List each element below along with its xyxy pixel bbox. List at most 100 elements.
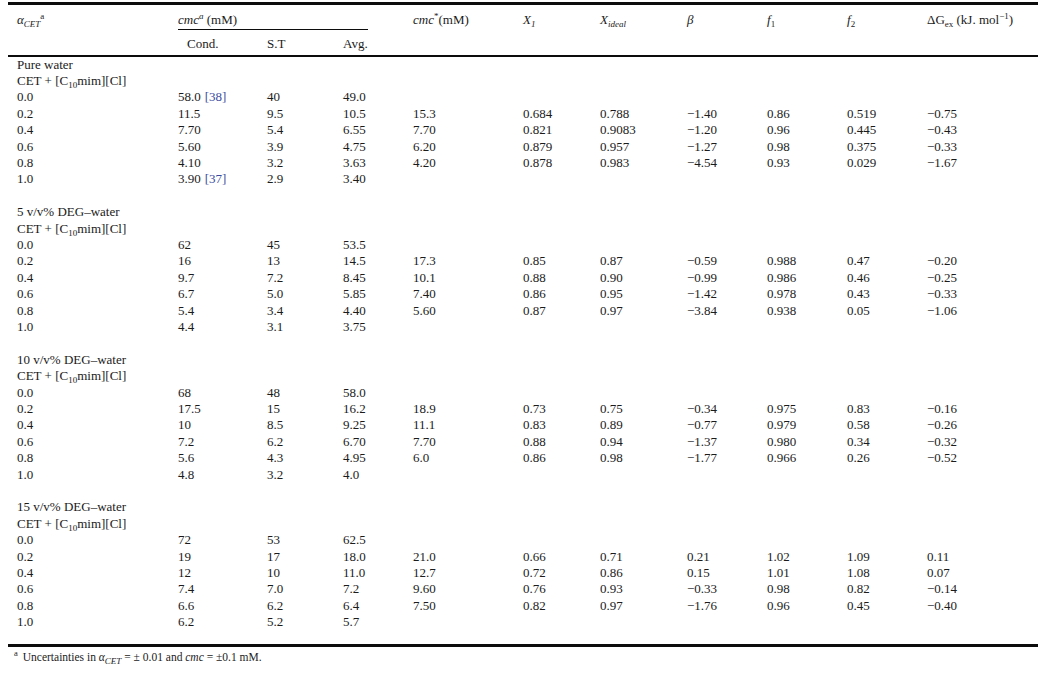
section-system-label: CET + [C10mim][Cl]: [8, 73, 1038, 89]
cell: −0.26: [927, 417, 1038, 433]
cell: 0.66: [523, 549, 600, 565]
cell: −0.77: [687, 417, 767, 433]
cell: [523, 532, 600, 548]
cell: 0.375: [847, 139, 927, 155]
cell-value: 0.4: [17, 417, 33, 432]
cell: 53.5: [343, 237, 413, 253]
cell: 0.15: [687, 565, 767, 581]
cell-value: 0.05: [847, 303, 870, 318]
cell-value: −1.67: [927, 155, 957, 170]
cell: 13: [267, 253, 343, 269]
cell: 6.4: [343, 598, 413, 614]
cell: [600, 237, 687, 253]
cell-value: −0.40: [927, 598, 957, 613]
cell: −0.32: [927, 434, 1038, 450]
cell: −0.99: [687, 270, 767, 286]
cell: 11.0: [343, 565, 413, 581]
cell-value: 0.97: [600, 303, 623, 318]
cell: [523, 467, 600, 483]
citation-link[interactable]: [37]: [205, 171, 227, 186]
cell-value: 1.02: [767, 549, 790, 564]
cell: 7.70: [413, 434, 523, 450]
cell-value: 0.8: [17, 450, 33, 465]
cell-value: 0.73: [523, 401, 546, 416]
section-solvent-label: 5 v/v% DEG–water: [8, 204, 1038, 220]
cell-value: −1.27: [687, 139, 717, 154]
cell: 10.5: [343, 106, 413, 122]
cell-value: 0.2: [17, 401, 33, 416]
cell: 3.4: [267, 303, 343, 319]
citation-link[interactable]: [38]: [205, 89, 227, 104]
cell: 1.0: [8, 171, 178, 187]
cell-value: 0.58: [847, 417, 870, 432]
table-row: 0.2161314.517.30.850.87−0.590.9880.47−0.…: [8, 253, 1038, 269]
col-header-beta: β: [687, 4, 767, 56]
cell: [687, 319, 767, 335]
cell-value: 6.0: [413, 450, 429, 465]
cell-value: 6.6: [178, 598, 194, 613]
cell-value: 58.0: [178, 89, 201, 104]
cell: [413, 467, 523, 483]
cell-value: 11.1: [413, 417, 435, 432]
cell-value: 0.89: [600, 417, 623, 432]
cell-value: 0.4: [17, 565, 33, 580]
section-gap-row: [8, 483, 1038, 499]
cell: 5.85: [343, 286, 413, 302]
cell: [927, 385, 1038, 401]
cell: 0.05: [847, 303, 927, 319]
cell-value: 1.09: [847, 549, 870, 564]
cell: 9.5: [267, 106, 343, 122]
cell: 4.20: [413, 155, 523, 171]
cell-value: 0.029: [847, 155, 876, 170]
cell: [767, 237, 847, 253]
cell: [927, 532, 1038, 548]
cell: 0.45: [847, 598, 927, 614]
cell: 6.0: [413, 450, 523, 466]
section-title-row: 10 v/v% DEG–water: [8, 352, 1038, 368]
cell: 0.43: [847, 286, 927, 302]
cell-value: −0.20: [927, 253, 957, 268]
cell: 0.86: [523, 286, 600, 302]
cell-value: 0.879: [523, 139, 552, 154]
cell-value: 8.5: [267, 417, 283, 432]
cell: 0.58: [847, 417, 927, 433]
cell: −3.84: [687, 303, 767, 319]
cell: 0.88: [523, 434, 600, 450]
cell-value: −0.99: [687, 270, 717, 285]
cell: 0.90: [600, 270, 687, 286]
cell-value: 0.0: [17, 237, 33, 252]
cell: [687, 532, 767, 548]
cell: [600, 467, 687, 483]
cell-value: 0.983: [600, 155, 629, 170]
cell-value: 3.4: [267, 303, 283, 318]
cell: 5.60: [413, 303, 523, 319]
col-header-cmc-star: cmc*(mM): [413, 4, 523, 56]
cell: 0.93: [600, 581, 687, 597]
table-footnote: aUncertainties in αCET = ± 0.01 and cmc …: [8, 651, 1047, 663]
cell: 0.89: [600, 417, 687, 433]
table-row: 0.058.0[38]4049.0: [8, 89, 1038, 105]
cell: 3.90[37]: [178, 171, 267, 187]
cell: [600, 89, 687, 105]
cell-value: −0.77: [687, 417, 717, 432]
cell-value: −0.16: [927, 401, 957, 416]
cell: 0.07: [927, 565, 1038, 581]
cell-value: 19: [178, 549, 191, 564]
section-system-row: CET + [C10mim][Cl]: [8, 516, 1038, 532]
cell-value: −0.43: [927, 122, 957, 137]
cell: 0.938: [767, 303, 847, 319]
cell: −0.43: [927, 122, 1038, 138]
cell-value: 21.0: [413, 549, 436, 564]
cell-value: 49.0: [343, 89, 366, 104]
cell: [767, 171, 847, 187]
table-row: 1.04.43.13.75: [8, 319, 1038, 335]
cell-value: 7.40: [413, 286, 436, 301]
cell-value: 0.94: [600, 434, 623, 449]
section-solvent-label: Pure water: [8, 56, 1038, 73]
cell-value: 2.9: [267, 171, 283, 186]
cell-value: 18.9: [413, 401, 436, 416]
cell: [847, 614, 927, 630]
cell: 19: [178, 549, 267, 565]
table-row: 0.217.51516.218.90.730.75−0.340.9750.83−…: [8, 401, 1038, 417]
cell: 0.821: [523, 122, 600, 138]
